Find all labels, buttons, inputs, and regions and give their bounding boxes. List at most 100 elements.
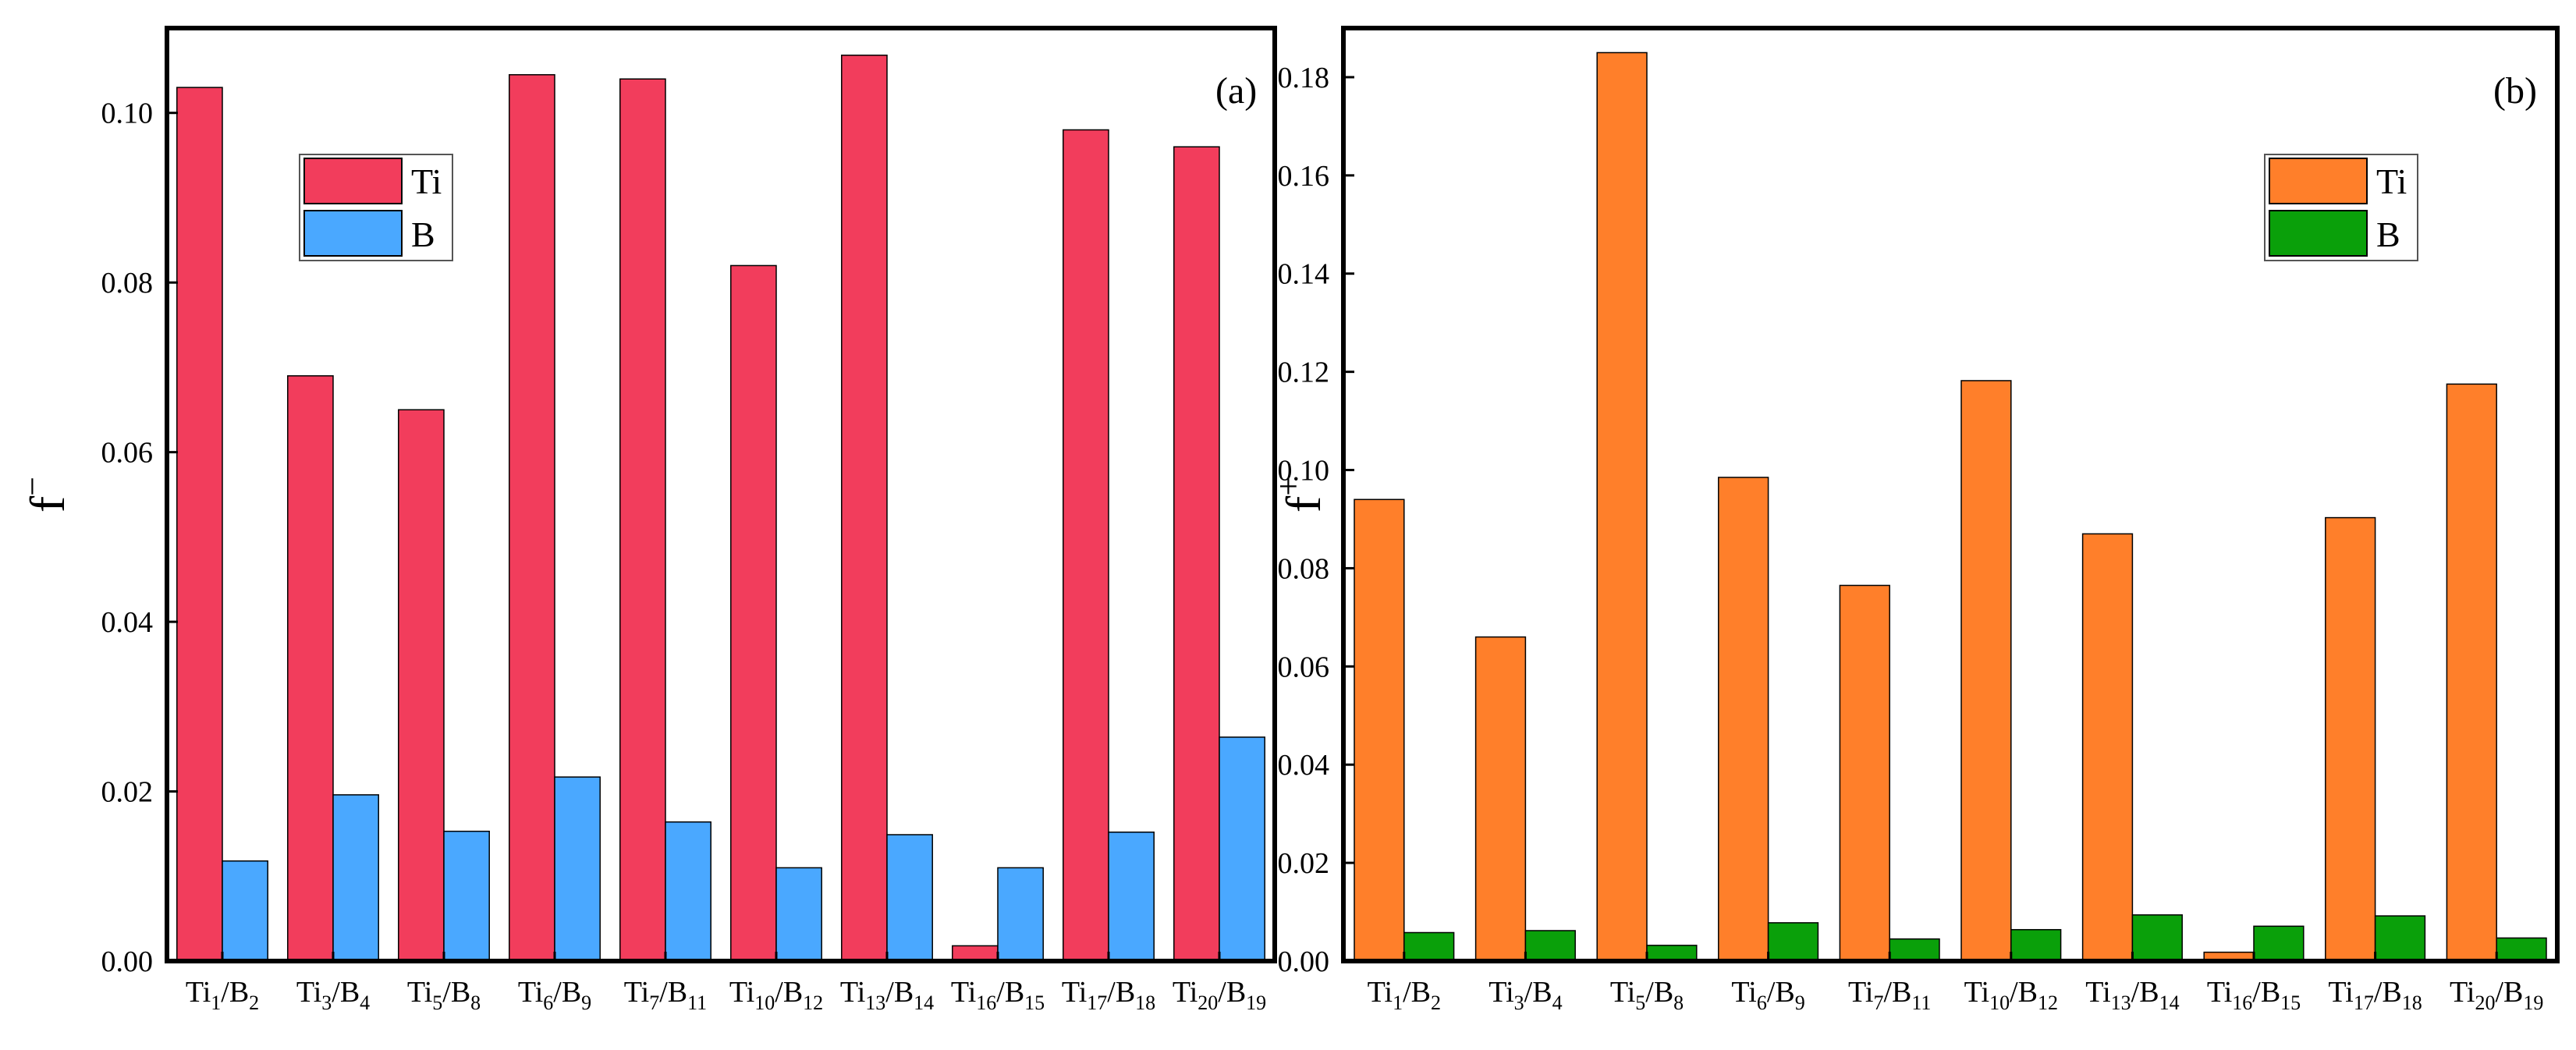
bar-b	[997, 867, 1044, 962]
x-tick-label: Ti20/B19	[1173, 976, 1266, 1014]
legend-swatch-ti-a	[303, 158, 403, 204]
ti-bars-b	[1354, 51, 2497, 962]
bar-ti	[176, 87, 223, 962]
legend-label-ti-a: Ti	[411, 161, 442, 201]
plot-frame-b	[1341, 26, 2560, 963]
bar-b	[443, 830, 490, 962]
legend-label-b-a: B	[411, 215, 435, 254]
bar-ti	[1173, 146, 1220, 962]
y-tick-label: 0.06	[1278, 651, 1330, 683]
y-tick-label: 0.00	[1278, 945, 1330, 978]
x-tick-label: Ti10/B12	[1964, 976, 2058, 1014]
x-axis-ticks-a: Ti1/B2 Ti3/B4 Ti5/B8 Ti6/B9 Ti7/B11 Ti10/B12 T…	[186, 952, 1266, 1014]
x-tick-label: Ti16/B15	[2207, 976, 2301, 1014]
y-tick-label: 0.04	[1278, 749, 1330, 782]
x-tick-label: Ti17/B18	[1062, 976, 1155, 1014]
bar-ti	[1839, 584, 1890, 962]
x-tick-label: Ti20/B19	[2450, 976, 2543, 1014]
x-tick-label: Ti7/B11	[1848, 976, 1931, 1014]
bar-b	[1524, 930, 1576, 962]
plot-frame-a	[165, 26, 1277, 963]
y-tick-label: 0.06	[101, 437, 154, 470]
x-tick-label: Ti3/B4	[1488, 976, 1562, 1014]
bar-ti	[619, 78, 666, 962]
x-tick-label: Ti6/B9	[1731, 976, 1804, 1014]
y-tick-label: 0.08	[1278, 552, 1330, 585]
legend-frame-a	[299, 154, 453, 261]
y-label-sup-a: −	[13, 477, 51, 496]
y-axis-ticks-a: 0.00 0.02 0.04 0.06 0.08 0.10	[101, 98, 178, 978]
bar-b	[2253, 925, 2305, 962]
legend-a: Ti B	[299, 154, 453, 261]
bar-b	[1889, 938, 1940, 962]
bar-ti	[2081, 533, 2134, 962]
x-tick-label: Ti10/B12	[729, 976, 823, 1014]
y-tick-label: 0.10	[1278, 455, 1330, 488]
bar-ti	[1960, 380, 2012, 962]
x-tick-label: Ti16/B15	[951, 976, 1045, 1014]
y-label-sup-b: +	[1269, 477, 1308, 496]
x-tick-label: Ti1/B2	[1368, 976, 1441, 1014]
bar-b	[332, 794, 379, 962]
bar-ti	[509, 74, 555, 962]
legend-b: Ti B	[2264, 154, 2418, 261]
bar-ti	[1354, 498, 1405, 962]
y-axis-label-b: f+	[1269, 477, 1331, 513]
bar-b	[1767, 922, 1819, 962]
bar-ti	[2446, 383, 2497, 962]
y-tick-label: 0.10	[101, 98, 154, 130]
x-axis-ticks-b: Ti1/B2 Ti3/B4 Ti5/B8 Ti6/B9 Ti7/B11 Ti10/B12 T…	[1368, 952, 2543, 1014]
y-tick-label: 0.02	[101, 776, 154, 809]
x-tick-label: Ti7/B11	[624, 976, 707, 1014]
bar-b	[2010, 928, 2062, 962]
y-tick-label: 0.02	[1278, 847, 1330, 880]
legend-swatch-ti-b	[2269, 158, 2368, 204]
y-tick-label: 0.04	[101, 606, 154, 639]
y-axis-label-a: f−	[13, 477, 75, 513]
chart-panel-b: 0.00 0.02 0.04 0.06 0.08 0.10 0.12 0.14 0.16 0.18…	[1269, 26, 2560, 1014]
bar-ti	[1474, 636, 1527, 962]
bar-b	[1646, 945, 1698, 962]
bar-ti	[1063, 129, 1109, 962]
x-tick-label: Ti17/B18	[2328, 976, 2422, 1014]
y-label-base-a: f	[20, 495, 75, 513]
panel-label-b: (b)	[2493, 70, 2537, 112]
legend-swatch-b-a	[303, 210, 403, 257]
x-tick-label: Ti5/B8	[1610, 976, 1684, 1014]
legend-frame-b	[2264, 154, 2418, 261]
x-tick-label: Ti6/B9	[518, 976, 591, 1014]
panel-label-a: (a)	[1215, 70, 1257, 112]
bar-ti	[1718, 477, 1769, 962]
y-label-base-b: f	[1276, 495, 1331, 513]
bar-b	[886, 834, 933, 962]
y-tick-label: 0.00	[101, 945, 154, 978]
legend-label-ti-b: Ti	[2376, 161, 2407, 201]
y-tick-label: 0.16	[1278, 160, 1330, 193]
bar-b	[1219, 736, 1265, 962]
y-axis-ticks-b: 0.00 0.02 0.04 0.06 0.08 0.10 0.12 0.14 0.16 0.18	[1278, 62, 1354, 978]
y-tick-label: 0.12	[1278, 357, 1330, 389]
chart-panel-a: 0.00 0.02 0.04 0.06 0.08 0.10 Ti1/B2 Ti3/B4 Ti5…	[13, 26, 1277, 1014]
x-tick-label: Ti13/B14	[840, 976, 934, 1014]
bar-ti	[1596, 51, 1648, 962]
x-tick-label: Ti3/B4	[296, 976, 370, 1014]
legend-label-b-b: B	[2376, 215, 2400, 254]
bar-b	[2496, 937, 2547, 962]
bar-b	[1108, 831, 1155, 962]
bar-b	[2131, 914, 2183, 962]
bar-b	[554, 776, 601, 962]
x-tick-label: Ti5/B8	[407, 976, 481, 1014]
bar-b	[775, 867, 822, 962]
bar-b	[2374, 915, 2426, 962]
y-tick-label: 0.14	[1278, 258, 1330, 291]
bar-b	[665, 821, 711, 962]
bar-b	[1403, 931, 1455, 962]
b-bars-a	[222, 736, 1265, 962]
bar-ti	[730, 264, 777, 962]
ti-bars-a	[176, 55, 1220, 962]
y-tick-label: 0.18	[1278, 62, 1330, 94]
bar-ti	[287, 375, 334, 962]
bar-ti	[398, 409, 445, 962]
b-bars-b	[1403, 914, 2547, 962]
